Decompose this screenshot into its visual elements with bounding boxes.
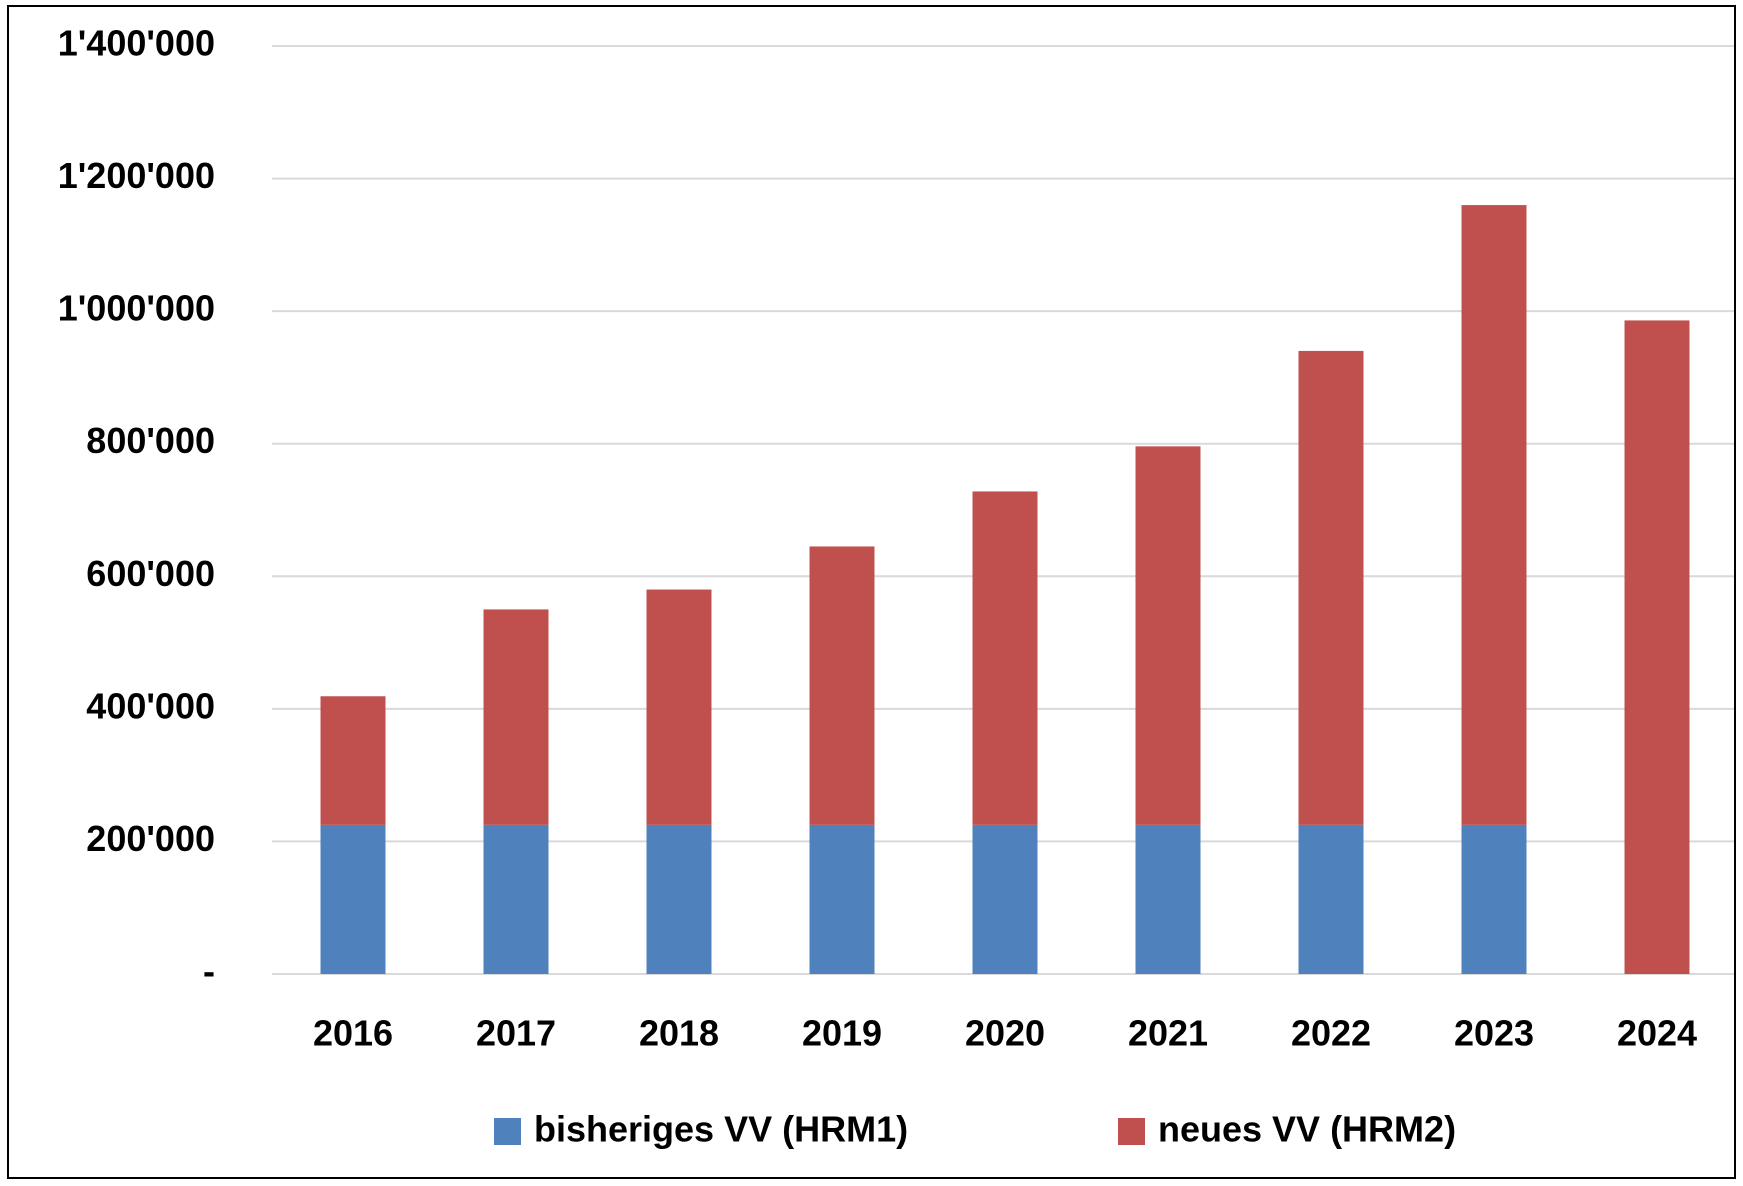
- bar-segment: [972, 491, 1038, 825]
- y-tick-label: 400'000: [86, 685, 215, 726]
- y-tick-label: 1'400'000: [58, 23, 215, 64]
- bar-segment: [809, 546, 875, 825]
- y-tick-label: 200'000: [86, 818, 215, 859]
- bar-segment: [1135, 446, 1201, 825]
- bar-segment: [320, 696, 386, 825]
- y-tick-label: 600'000: [86, 553, 215, 594]
- y-tick-label: 800'000: [86, 420, 215, 461]
- bar-segment: [1298, 350, 1364, 825]
- x-tick-label: 2020: [965, 1013, 1045, 1054]
- x-tick-label: 2024: [1617, 1013, 1697, 1054]
- x-tick-label: 2023: [1454, 1013, 1534, 1054]
- bar-segment: [483, 824, 549, 974]
- bar-segment: [483, 609, 549, 825]
- x-tick-label: 2018: [639, 1013, 719, 1054]
- bar-segment: [646, 589, 712, 825]
- legend-swatch: [1118, 1118, 1145, 1145]
- bar-segment: [1624, 320, 1690, 974]
- bar-segment: [1135, 824, 1201, 974]
- legend-swatch: [494, 1118, 521, 1145]
- x-tick-label: 2016: [313, 1013, 393, 1054]
- bar-segment: [809, 824, 875, 974]
- bar-segment: [320, 824, 386, 974]
- bar-segment: [646, 824, 712, 974]
- y-tick-label: 1'200'000: [58, 155, 215, 196]
- bar-segment: [972, 824, 1038, 974]
- y-tick-label: -: [203, 951, 215, 992]
- x-tick-label: 2019: [802, 1013, 882, 1054]
- bar-segment: [1461, 205, 1527, 825]
- x-tick-label: 2017: [476, 1013, 556, 1054]
- legend-label: neues VV (HRM2): [1158, 1109, 1456, 1150]
- x-tick-label: 2022: [1291, 1013, 1371, 1054]
- x-tick-label: 2021: [1128, 1013, 1208, 1054]
- bar-segment: [1298, 824, 1364, 974]
- legend-label: bisheriges VV (HRM1): [534, 1109, 908, 1150]
- y-tick-label: 1'000'000: [58, 288, 215, 329]
- bar-segment: [1461, 824, 1527, 974]
